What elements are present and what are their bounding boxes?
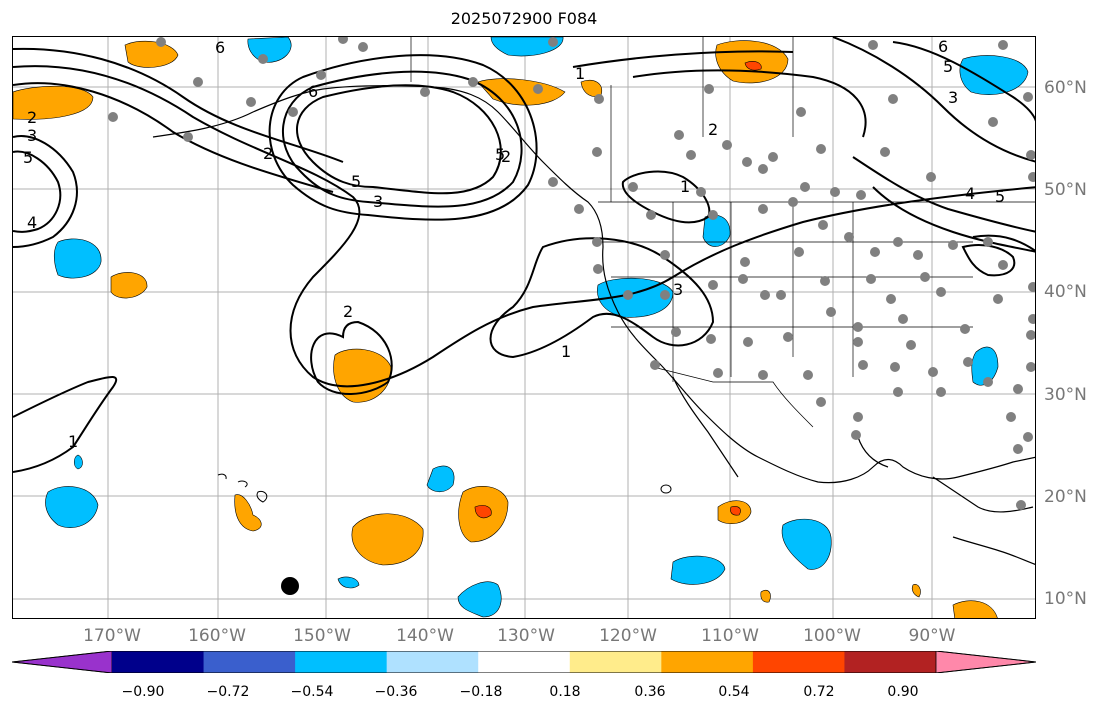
contour-label: 1 xyxy=(575,64,585,83)
contour-label: 1 xyxy=(680,177,690,196)
latitude-label: 10°N xyxy=(1044,589,1087,609)
anomaly-negative xyxy=(457,581,502,618)
contour-label: 4 xyxy=(965,184,975,203)
colorbar xyxy=(12,651,1036,673)
contour-label: 3 xyxy=(373,192,383,211)
contour-label: 1 xyxy=(561,342,571,361)
colorbar-segment xyxy=(12,651,113,673)
colorbar-segment xyxy=(661,651,754,673)
colorbar-segment xyxy=(478,651,571,673)
anomaly-negative xyxy=(959,55,1029,95)
map-title: 2025072900 F084 xyxy=(450,9,598,28)
anomaly-negative xyxy=(45,486,99,528)
contour-label: 4 xyxy=(27,213,37,232)
hawaiian-islands xyxy=(217,473,672,503)
colorbar-tick-label: −0.36 xyxy=(374,684,418,700)
anomaly-negative xyxy=(781,518,832,570)
anomaly-negative xyxy=(426,465,455,493)
colorbar-tick-label: 0.90 xyxy=(887,684,919,700)
contour-label: 3 xyxy=(27,126,37,145)
longitude-label: 160°W xyxy=(188,626,246,646)
contour-label: 6 xyxy=(215,38,225,57)
colorbar-segment xyxy=(752,651,845,673)
contour-labels: 6 2 3 5 2 6 5 3 5 4 2 1 2 5 6 4 5 3 3 1 … xyxy=(23,37,1005,451)
graticule xyxy=(13,37,1035,618)
colorbar-tick-label: 0.36 xyxy=(634,684,666,700)
colorbar-tick-label: 0.54 xyxy=(718,684,750,700)
location-marker xyxy=(281,577,299,595)
longitude-label: 110°W xyxy=(701,626,759,646)
contour-label: 3 xyxy=(673,280,683,299)
latitude-label: 40°N xyxy=(1044,282,1087,302)
contour-label: 6 xyxy=(308,82,318,101)
colorbar-segment xyxy=(386,651,479,673)
anomaly-negative xyxy=(73,454,83,470)
anomaly-shading xyxy=(13,37,1029,618)
anomaly-strong-positive xyxy=(730,506,741,516)
colorbar-tick-label: −0.54 xyxy=(290,684,334,700)
political-borders xyxy=(410,37,1035,428)
anomaly-positive xyxy=(351,513,424,566)
colorbar-segment xyxy=(203,651,296,673)
longitude-label: 140°W xyxy=(396,626,454,646)
coastlines xyxy=(152,85,1035,565)
anomaly-positive xyxy=(234,494,262,532)
contour-label: 5 xyxy=(23,148,33,167)
longitude-label: 170°W xyxy=(83,626,141,646)
colorbar-tick-label: 0.72 xyxy=(803,684,835,700)
anomaly-positive xyxy=(911,584,921,598)
colorbar-tick-label: −0.72 xyxy=(206,684,250,700)
colorbar-segment xyxy=(935,651,1036,673)
contour-label: 5 xyxy=(495,145,505,164)
latitude-label: 30°N xyxy=(1044,385,1087,405)
anomaly-strong-positive xyxy=(744,61,762,71)
contour-label: 2 xyxy=(27,108,37,127)
anomaly-negative xyxy=(670,555,726,585)
colorbar-tick-label: 0.18 xyxy=(549,684,581,700)
anomaly-positive xyxy=(124,40,179,68)
contour-label: 2 xyxy=(343,302,353,321)
colorbar-tick-label: −0.90 xyxy=(121,684,165,700)
colorbar-segment xyxy=(844,651,937,673)
longitude-label: 90°W xyxy=(908,626,956,646)
longitude-label: 150°W xyxy=(293,626,351,646)
colorbar-segment xyxy=(569,651,662,673)
anomaly-positive xyxy=(13,85,94,120)
latitude-label: 50°N xyxy=(1044,180,1087,200)
contour-label: 2 xyxy=(708,120,718,139)
colorbar-segment xyxy=(112,651,205,673)
contour-label: 6 xyxy=(938,37,948,56)
anomaly-positive xyxy=(760,589,771,603)
latitude-label: 60°N xyxy=(1044,78,1087,98)
contour-label: 2 xyxy=(263,144,273,163)
longitude-label: 100°W xyxy=(803,626,861,646)
colorbar-segment xyxy=(295,651,388,673)
contour-label: 5 xyxy=(995,187,1005,206)
contour-label: 2 xyxy=(501,147,511,166)
anomaly-negative xyxy=(490,37,564,57)
contour-label: 5 xyxy=(351,172,361,191)
contour-label: 5 xyxy=(943,57,953,76)
anomaly-negative xyxy=(337,576,360,589)
anomaly-positive xyxy=(952,600,998,618)
anomaly-positive xyxy=(110,272,148,299)
anomaly-negative xyxy=(247,37,292,63)
longitude-label: 120°W xyxy=(599,626,657,646)
map-panel: 6 2 3 5 2 6 5 3 5 4 2 1 2 5 6 4 5 3 3 1 … xyxy=(12,36,1036,619)
longitude-label: 130°W xyxy=(497,626,555,646)
anomaly-strong-positive xyxy=(474,505,492,519)
station-dots xyxy=(108,37,1035,510)
latitude-label: 20°N xyxy=(1044,487,1087,507)
contour-label: 1 xyxy=(68,432,78,451)
contour-label: 3 xyxy=(948,88,958,107)
map-canvas: 6 2 3 5 2 6 5 3 5 4 2 1 2 5 6 4 5 3 3 1 … xyxy=(13,37,1035,618)
colorbar-tick-label: −0.18 xyxy=(459,684,503,700)
anomaly-negative xyxy=(53,238,102,279)
